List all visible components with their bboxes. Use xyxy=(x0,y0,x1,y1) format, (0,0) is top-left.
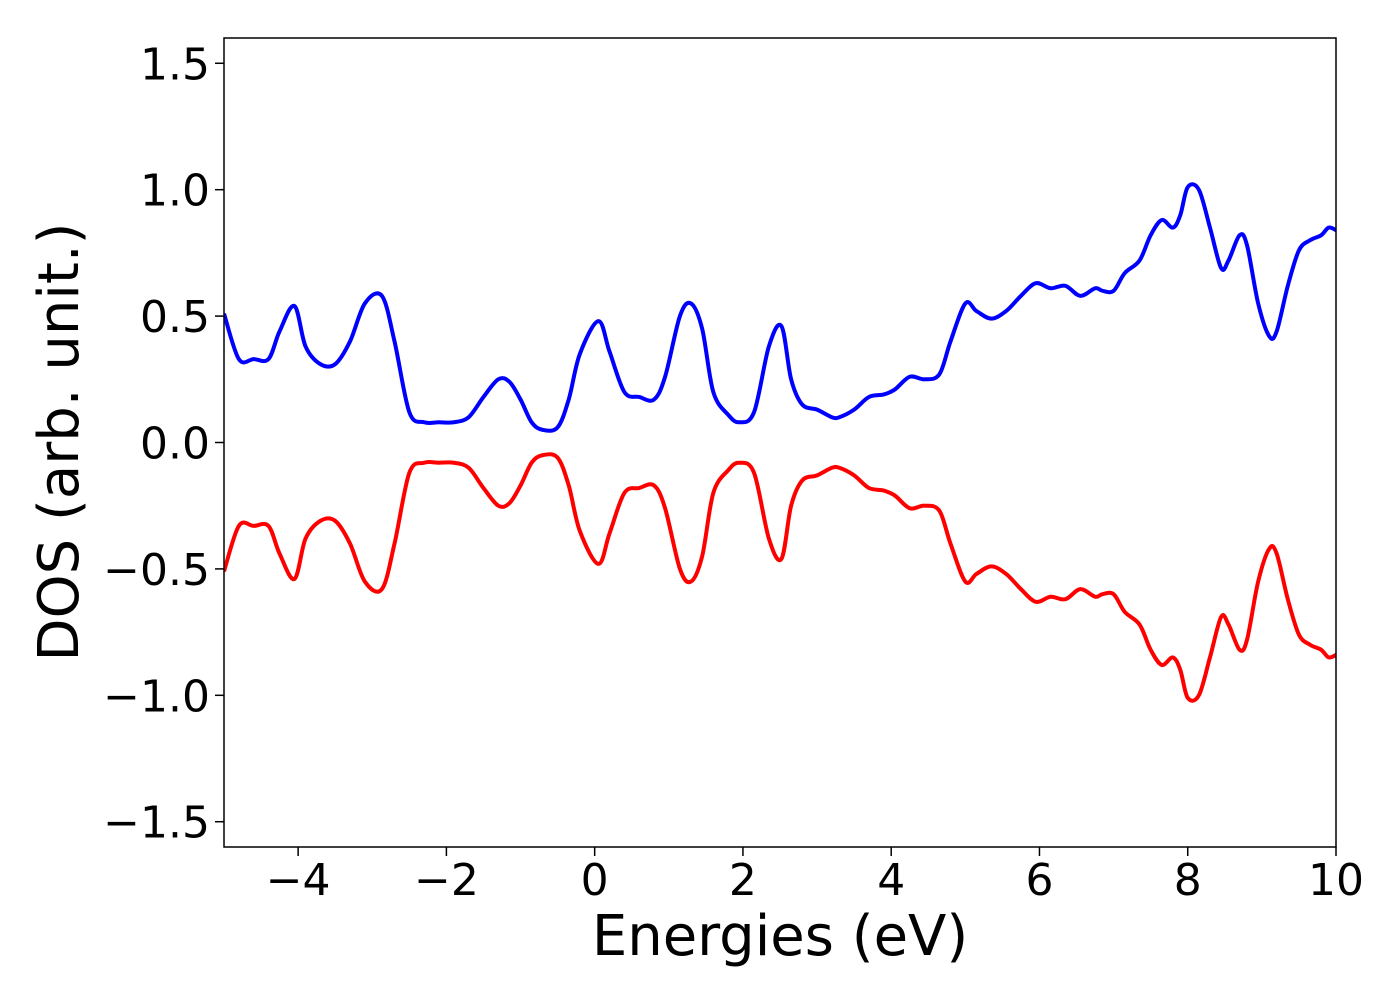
x-tick-label: 8 xyxy=(1174,855,1202,906)
x-axis: −4 −2 0 2 4 6 8 10 xyxy=(266,847,1364,906)
series-line-up xyxy=(224,182,1336,433)
y-tick-label: 0.5 xyxy=(140,292,210,343)
x-tick-label: 0 xyxy=(581,855,609,906)
series-layer xyxy=(224,182,1336,703)
y-tick-label: −1.0 xyxy=(103,671,210,722)
x-tick-label: 10 xyxy=(1308,855,1364,906)
y-axis: −1.5 −1.0 −0.5 0.0 0.5 1.0 1.5 xyxy=(103,39,224,849)
x-tick-label: −4 xyxy=(266,855,331,906)
x-tick-label: 4 xyxy=(877,855,905,906)
x-tick-label: 6 xyxy=(1025,855,1053,906)
x-tick-label: 2 xyxy=(729,855,757,906)
x-axis-label: Energies (eV) xyxy=(592,904,968,969)
y-tick-label: 0.0 xyxy=(140,419,210,470)
y-tick-label: 1.0 xyxy=(140,166,210,217)
plot-frame xyxy=(223,37,1337,848)
y-tick-label: −1.5 xyxy=(103,798,210,849)
y-tick-label: 1.5 xyxy=(140,39,210,90)
x-tick-label: −2 xyxy=(414,855,479,906)
series-line-down xyxy=(224,452,1336,703)
y-tick-label: −0.5 xyxy=(103,545,210,596)
y-axis-label: DOS (arb. unit.) xyxy=(27,222,92,661)
